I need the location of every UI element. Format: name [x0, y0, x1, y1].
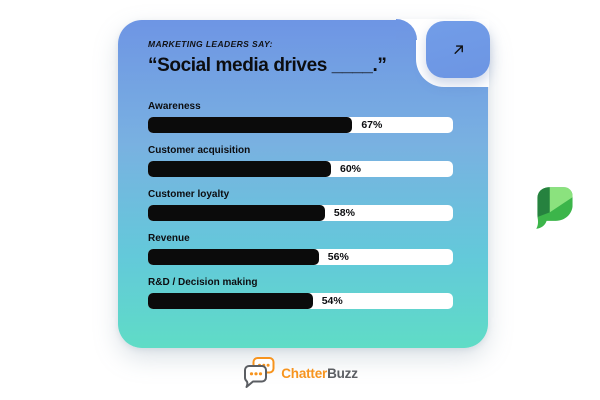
bar-value-label: 58%	[333, 207, 355, 219]
bar-value-label: 54%	[321, 295, 343, 307]
bar-track: 60%	[148, 161, 453, 177]
bar-category-label: R&D / Decision making	[148, 277, 258, 288]
bar-value-label: 56%	[327, 251, 349, 263]
chatterbuzz-wordmark: ChatterBuzz	[281, 366, 358, 381]
bar-track: 58%	[148, 205, 453, 221]
bar-fill	[148, 293, 313, 309]
card-eyebrow: MARKETING LEADERS SAY:	[148, 39, 273, 49]
bar-row-revenue: Revenue 56%	[148, 233, 453, 265]
bar-fill	[148, 205, 325, 221]
bar-value-label: 60%	[340, 163, 362, 175]
bar-track: 54%	[148, 293, 453, 309]
bar-category-label: Customer loyalty	[148, 189, 230, 200]
bar-fill	[148, 161, 331, 177]
bar-row-rd-decision-making: R&D / Decision making 54%	[148, 277, 453, 309]
bar-category-label: Customer acquisition	[148, 145, 251, 156]
bar-track: 56%	[148, 249, 453, 265]
chatterbuzz-logo: ChatterBuzz	[0, 353, 600, 393]
card-notch-corner	[396, 19, 417, 40]
bar-track: 67%	[148, 117, 453, 133]
chatterbuzz-wordmark-chatter: Chatter	[281, 365, 328, 381]
arrow-up-right-icon	[453, 45, 463, 54]
expand-arrow-button[interactable]	[426, 21, 490, 78]
bar-fill	[148, 117, 353, 133]
bar-row-customer-acquisition: Customer acquisition 60%	[148, 145, 453, 177]
bar-category-label: Revenue	[148, 233, 190, 244]
bar-value-label: 67%	[361, 119, 383, 131]
chatterbuzz-wordmark-buzz: Buzz	[327, 365, 358, 381]
bar-category-label: Awareness	[148, 101, 201, 112]
bar-chart: Awareness 67% Customer acquisition 60% C…	[148, 101, 453, 309]
bar-row-customer-loyalty: Customer loyalty 58%	[148, 189, 453, 221]
bar-row-awareness: Awareness 67%	[148, 101, 453, 133]
bar-fill	[148, 249, 319, 265]
chat-bubbles-icon	[244, 357, 275, 388]
stat-card: MARKETING LEADERS SAY: “Social media dri…	[118, 19, 490, 348]
card-quote-title: “Social media drives ____.”	[148, 55, 387, 76]
card-content: MARKETING LEADERS SAY: “Social media dri…	[148, 39, 453, 321]
sprout-leaf-icon	[536, 187, 573, 229]
card-notch-corner-round	[396, 19, 417, 40]
